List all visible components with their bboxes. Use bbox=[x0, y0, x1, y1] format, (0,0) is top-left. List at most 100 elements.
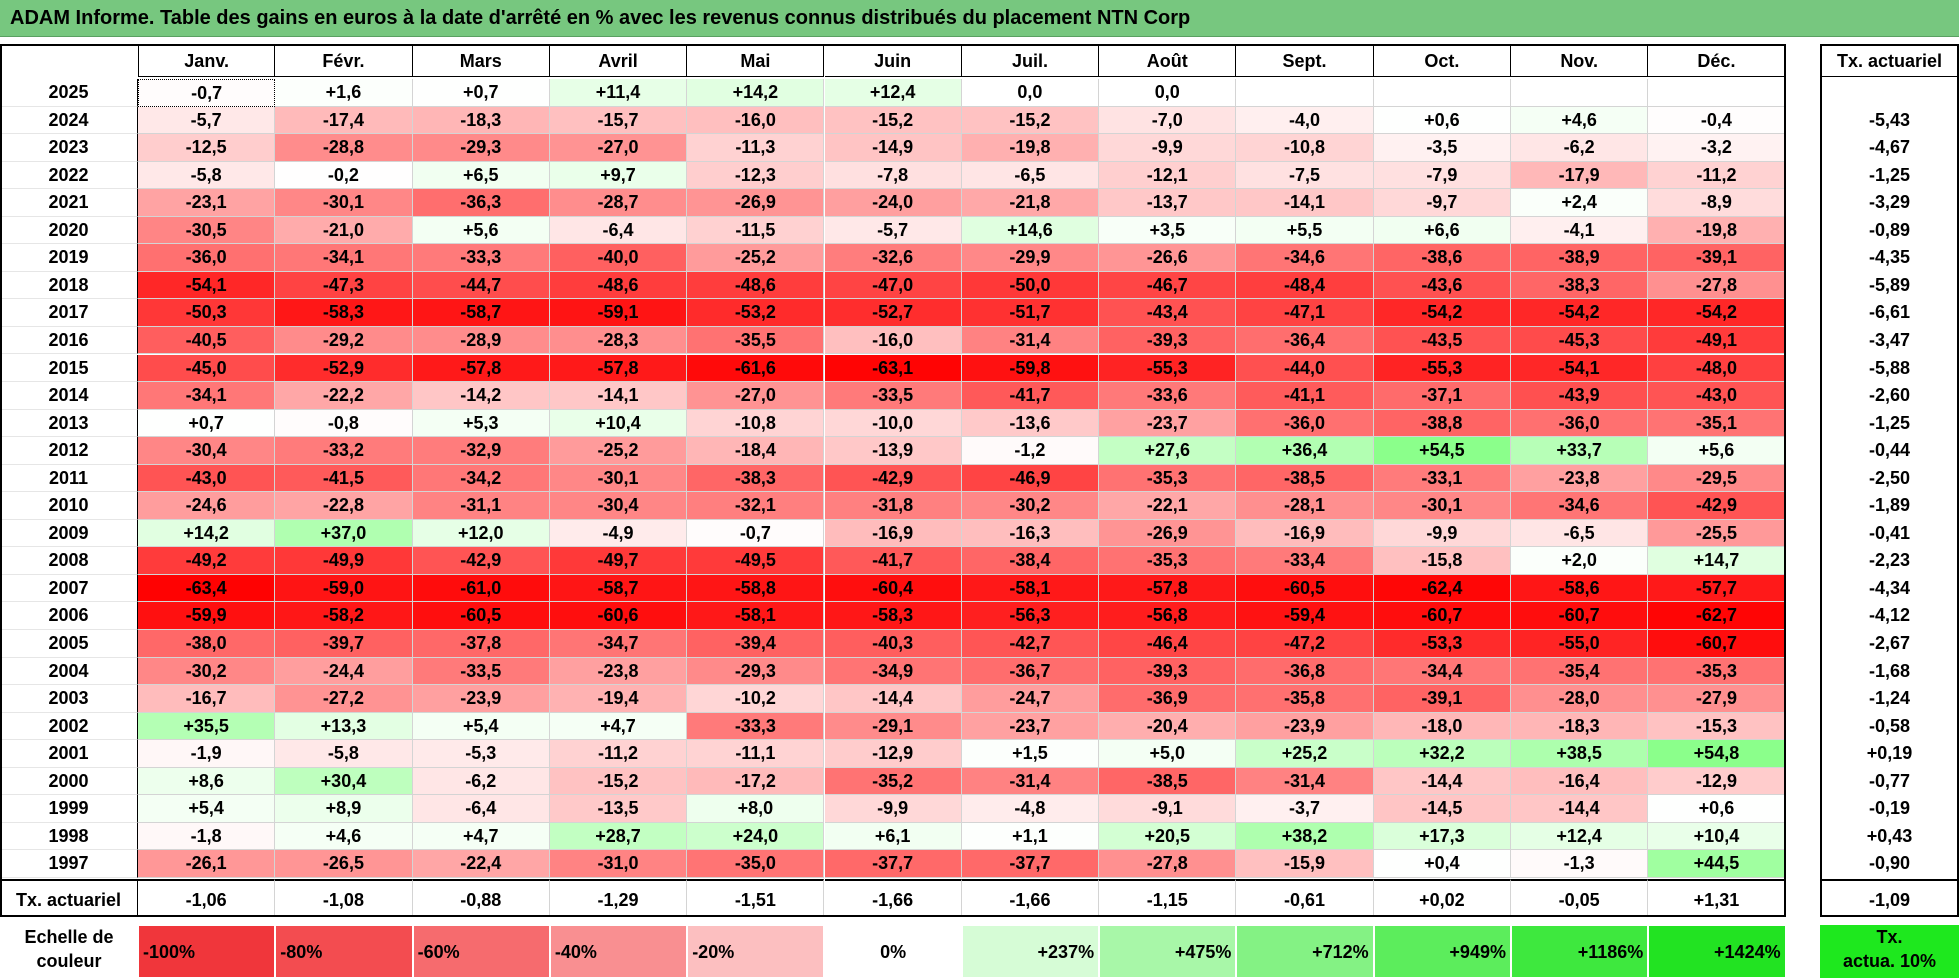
heatmap-cell: +0,7 bbox=[138, 409, 276, 438]
heatmap-cell: -27,8 bbox=[1099, 850, 1237, 878]
heatmap-cell: -28,0 bbox=[1511, 685, 1649, 713]
heatmap-cell: -27,2 bbox=[275, 685, 413, 713]
heatmap-cell: -7,9 bbox=[1373, 161, 1511, 190]
heatmap-cell: -40,3 bbox=[824, 630, 962, 658]
heatmap-cell: +8,6 bbox=[138, 767, 276, 796]
heatmap-cell: -41,5 bbox=[275, 464, 413, 493]
row-year-label: 2016 bbox=[0, 326, 138, 355]
heatmap-cell: -19,8 bbox=[1648, 216, 1786, 245]
heatmap-cell: -26,5 bbox=[275, 850, 413, 878]
heatmap-cell: -34,6 bbox=[1511, 492, 1649, 520]
heatmap-cell bbox=[1511, 79, 1649, 107]
heatmap-cell: -59,8 bbox=[961, 354, 1100, 383]
heatmap-cell: -48,4 bbox=[1236, 271, 1374, 300]
heatmap-cell: -24,4 bbox=[275, 657, 413, 686]
heatmap-cell: -11,1 bbox=[687, 740, 825, 768]
heatmap-cell: -9,1 bbox=[1099, 795, 1237, 823]
heatmap-cell: -62,4 bbox=[1373, 574, 1511, 603]
row-tx-actuariel: +0,19 bbox=[1820, 740, 1959, 768]
heatmap-cell: +5,6 bbox=[412, 216, 550, 245]
heatmap-cell: -33,3 bbox=[687, 712, 825, 741]
heatmap-cell: -13,6 bbox=[961, 409, 1100, 438]
heatmap-cell: -60,5 bbox=[1236, 574, 1374, 603]
heatmap-cell: -31,8 bbox=[824, 492, 962, 520]
heatmap-cell: +25,2 bbox=[1236, 740, 1374, 768]
heatmap-cell: -16,4 bbox=[1511, 767, 1649, 796]
heatmap-cell: -36,4 bbox=[1236, 326, 1374, 355]
row-year-label: 2003 bbox=[0, 685, 138, 713]
heatmap-cell: -52,7 bbox=[824, 299, 962, 327]
heatmap-cell: -29,3 bbox=[412, 134, 550, 162]
heatmap-cell: +5,6 bbox=[1648, 437, 1786, 465]
heatmap-cell: +14,7 bbox=[1648, 547, 1786, 575]
heatmap-cell: -47,0 bbox=[824, 271, 962, 300]
row-year-label: 2006 bbox=[0, 602, 138, 630]
heatmap-cell: -19,8 bbox=[961, 134, 1100, 162]
heatmap-cell: -26,6 bbox=[1099, 244, 1237, 272]
row-tx-actuariel: -2,23 bbox=[1820, 547, 1959, 575]
heatmap-cell: -29,3 bbox=[687, 657, 825, 686]
color-scale-swatch: +237% bbox=[961, 925, 1100, 978]
heatmap-cell: -6,5 bbox=[961, 161, 1100, 190]
row-tx-actuariel: -0,77 bbox=[1820, 767, 1959, 796]
bottom-row-cell: -1,29 bbox=[549, 879, 688, 917]
bottom-row-cell: -1,08 bbox=[275, 879, 413, 917]
heatmap-cell: +54,5 bbox=[1373, 437, 1511, 465]
row-year-label: 2002 bbox=[0, 712, 138, 741]
row-tx-actuariel bbox=[1820, 79, 1959, 107]
row-year-label: 2018 bbox=[0, 271, 138, 300]
heatmap-cell: -30,2 bbox=[961, 492, 1100, 520]
heatmap-cell: -47,2 bbox=[1236, 630, 1374, 658]
heatmap-cell: -29,1 bbox=[824, 712, 962, 741]
column-header: Mars bbox=[412, 44, 550, 77]
heatmap-cell: -61,0 bbox=[412, 574, 550, 603]
heatmap-cell: -29,5 bbox=[1648, 464, 1786, 493]
heatmap-cell: -58,7 bbox=[412, 299, 550, 327]
page-title: ADAM Informe. Table des gains en euros à… bbox=[0, 0, 1959, 37]
heatmap-cell: -22,2 bbox=[275, 382, 413, 410]
bottom-row-cell: -1,15 bbox=[1099, 879, 1237, 917]
heatmap-cell: -27,8 bbox=[1648, 271, 1786, 300]
heatmap-cell: -24,0 bbox=[824, 189, 962, 217]
heatmap-cell: -5,3 bbox=[412, 740, 550, 768]
heatmap-cell: +5,0 bbox=[1099, 740, 1237, 768]
heatmap-cell: -58,6 bbox=[1511, 574, 1649, 603]
row-year-label: 2020 bbox=[0, 216, 138, 245]
heatmap-cell: -29,9 bbox=[961, 244, 1100, 272]
column-header-tx: Tx. actuariel bbox=[1820, 44, 1959, 77]
heatmap-cell: -16,9 bbox=[824, 519, 962, 548]
heatmap-cell: +28,7 bbox=[549, 822, 688, 851]
column-header: Avril bbox=[549, 44, 688, 77]
row-year-label: 2022 bbox=[0, 161, 138, 190]
heatmap-cell: +10,4 bbox=[549, 409, 688, 438]
heatmap-cell: -48,6 bbox=[549, 271, 688, 300]
column-header: Nov. bbox=[1511, 44, 1649, 77]
column-header: Sept. bbox=[1236, 44, 1374, 77]
heatmap-cell: -41,7 bbox=[824, 547, 962, 575]
heatmap-cell: -38,0 bbox=[138, 630, 276, 658]
column-header: Juil. bbox=[961, 44, 1100, 77]
heatmap-cell: -36,0 bbox=[138, 244, 276, 272]
heatmap-cell: -12,9 bbox=[824, 740, 962, 768]
heatmap-cell: -1,9 bbox=[138, 740, 276, 768]
heatmap-cell: -0,8 bbox=[275, 409, 413, 438]
color-scale-tx-label: Tx. actua. 10% bbox=[1820, 925, 1959, 978]
color-scale-swatch: -60% bbox=[412, 925, 550, 978]
row-year-label: 1999 bbox=[0, 795, 138, 823]
heatmap-cell: +0,6 bbox=[1648, 795, 1786, 823]
row-tx-actuariel: -2,67 bbox=[1820, 630, 1959, 658]
heatmap-cell: +0,7 bbox=[412, 79, 550, 107]
heatmap-cell: -34,4 bbox=[1373, 657, 1511, 686]
bottom-row-label: Tx. actuariel bbox=[0, 879, 138, 917]
heatmap-cell: -58,1 bbox=[687, 602, 825, 630]
heatmap-cell: +24,0 bbox=[687, 822, 825, 851]
heatmap-cell: -24,7 bbox=[961, 685, 1100, 713]
heatmap-cell: +5,4 bbox=[138, 795, 276, 823]
row-tx-actuariel: -4,35 bbox=[1820, 244, 1959, 272]
heatmap-cell: -15,7 bbox=[549, 106, 688, 135]
heatmap-cell: +2,0 bbox=[1511, 547, 1649, 575]
heatmap-cell: -0,7 bbox=[687, 519, 825, 548]
row-year-label: 2014 bbox=[0, 382, 138, 410]
heatmap-cell: -39,3 bbox=[1099, 326, 1237, 355]
heatmap-cell: -47,1 bbox=[1236, 299, 1374, 327]
